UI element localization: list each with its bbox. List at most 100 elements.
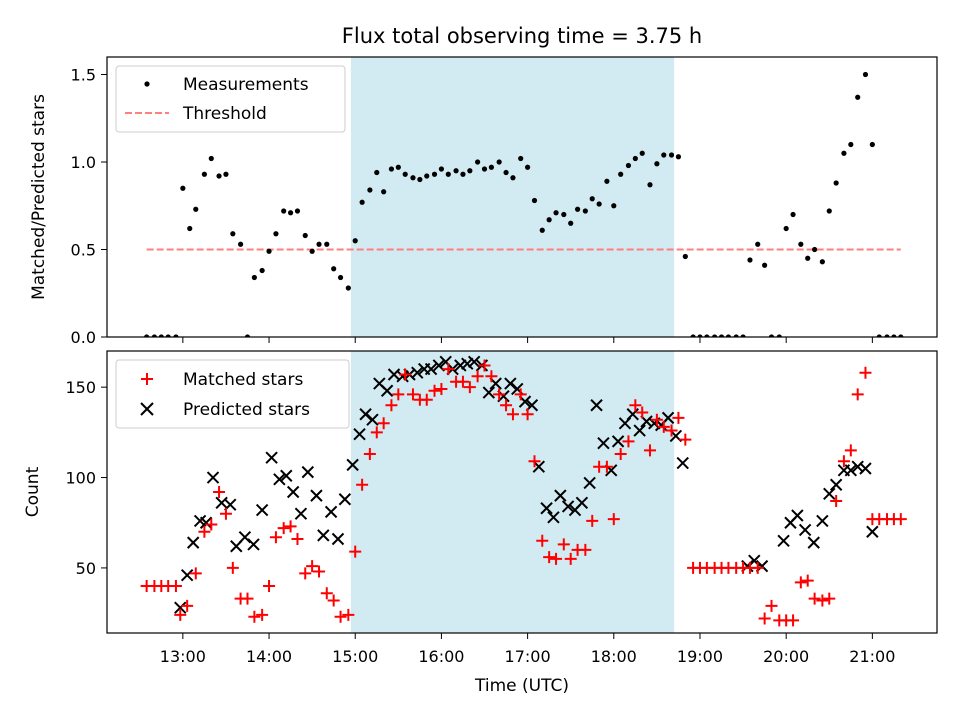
matched-star-point — [622, 435, 635, 448]
matched-star-point — [586, 514, 599, 527]
measurement-point — [553, 210, 559, 216]
measurement-point — [740, 334, 746, 337]
measurement-point — [287, 210, 294, 216]
measurement-point — [151, 334, 158, 337]
matched-star-point — [500, 399, 513, 412]
bottom-panel: 50 100 150 13:00 14:00 15:00 16:00 17:00 18:00 19… — [23, 350, 938, 696]
measurement-point — [568, 220, 574, 226]
measurement-point — [438, 166, 445, 172]
measurement-point — [431, 171, 438, 177]
measurement-point — [733, 334, 739, 337]
matched-star-point — [377, 417, 390, 430]
predicted-star-point — [626, 408, 639, 421]
measurement-point — [503, 169, 509, 176]
measurement-point — [632, 155, 638, 162]
predicted-star-point — [380, 384, 394, 397]
matched-star-point — [226, 561, 239, 574]
chart-title: Flux total observing time = 3.75 h — [342, 24, 702, 48]
measurement-point — [647, 182, 653, 188]
matched-star-point — [269, 531, 282, 544]
measurement-point — [604, 178, 610, 184]
matched-star-point — [471, 370, 484, 383]
matched-star-point — [485, 370, 498, 383]
predicted-star-point — [547, 511, 560, 524]
measurement-point — [345, 285, 351, 291]
matched-star-point — [205, 518, 218, 531]
matched-star-point — [830, 495, 843, 508]
legend-predicted-marker — [140, 402, 154, 416]
measurement-point — [762, 262, 768, 268]
measurement-point — [324, 241, 330, 247]
predicted-star-point — [206, 471, 220, 484]
matched-star-point — [277, 522, 290, 535]
matched-star-point — [342, 608, 355, 621]
matched-star-point — [406, 388, 419, 401]
measurement-point — [768, 334, 775, 337]
measurement-point — [776, 334, 782, 337]
matched-star-point — [787, 614, 800, 627]
matched-star-point — [181, 599, 194, 612]
measurement-point — [539, 227, 545, 233]
measurement-point — [712, 334, 718, 337]
x-tick-label: 20:00 — [763, 647, 809, 666]
measurement-point — [639, 150, 645, 156]
matched-star-point — [816, 594, 829, 607]
measurement-point — [848, 141, 854, 148]
matched-star-point — [859, 366, 872, 379]
predicted-star-point — [798, 523, 812, 537]
bottom-y-tick-label: 100 — [65, 469, 96, 488]
measurement-point — [725, 334, 732, 337]
measurement-point — [410, 175, 416, 181]
measurement-point — [316, 241, 322, 247]
matched-star-point — [643, 444, 656, 457]
measurement-point — [747, 257, 753, 263]
measurement-point — [359, 199, 365, 205]
measurement-point — [510, 175, 516, 181]
matched-star-point — [435, 382, 448, 395]
predicted-star-point — [294, 507, 308, 520]
measurement-point — [352, 238, 358, 244]
measurement-point — [273, 231, 279, 237]
matched-star-point — [189, 567, 202, 580]
matched-star-point — [528, 455, 541, 468]
measurement-point — [690, 334, 696, 337]
predicted-star-point — [310, 489, 323, 502]
predicted-star-point — [590, 399, 603, 412]
matched-star-point — [514, 388, 527, 401]
predicted-star-point — [331, 532, 345, 546]
matched-star-point — [399, 368, 412, 381]
x-tick-label: 13:00 — [160, 647, 206, 666]
bottom-marks — [140, 355, 907, 627]
measurement-point — [374, 169, 380, 176]
predicted-star-point — [247, 538, 260, 551]
measurement-point — [589, 196, 595, 202]
predicted-star-point — [273, 473, 286, 486]
predicted-star-point — [859, 462, 872, 475]
predicted-star-point — [286, 485, 300, 499]
predicted-star-point — [353, 427, 366, 441]
matched-star-point — [174, 608, 187, 621]
measurement-point — [488, 164, 495, 170]
measurement-point — [755, 241, 761, 247]
top-shaded-region — [350, 57, 675, 337]
predicted-star-point — [186, 536, 200, 549]
measurement-point — [826, 208, 832, 214]
measurement-point — [237, 241, 244, 247]
measurement-point — [661, 152, 667, 158]
legend-matched-marker — [141, 373, 153, 385]
measurement-point — [259, 267, 265, 274]
matched-star-point — [837, 455, 850, 468]
top-legend: Measurements Threshold — [115, 65, 346, 133]
measurement-point — [223, 171, 229, 177]
legend-measurements-label: Measurements — [183, 75, 309, 95]
predicted-star-point — [359, 408, 372, 421]
legend-threshold-label: Threshold — [182, 104, 267, 124]
bottom-ticks: 50 100 150 13:00 14:00 15:00 16:00 17:00 18:00 19… — [65, 378, 895, 666]
matched-star-point — [607, 513, 620, 526]
matched-star-point — [213, 486, 226, 498]
matched-star-point — [334, 610, 347, 623]
predicted-star-point — [611, 435, 625, 448]
measurement-point — [518, 155, 524, 162]
measurement-point — [812, 246, 818, 253]
predicted-star-point — [597, 436, 610, 450]
